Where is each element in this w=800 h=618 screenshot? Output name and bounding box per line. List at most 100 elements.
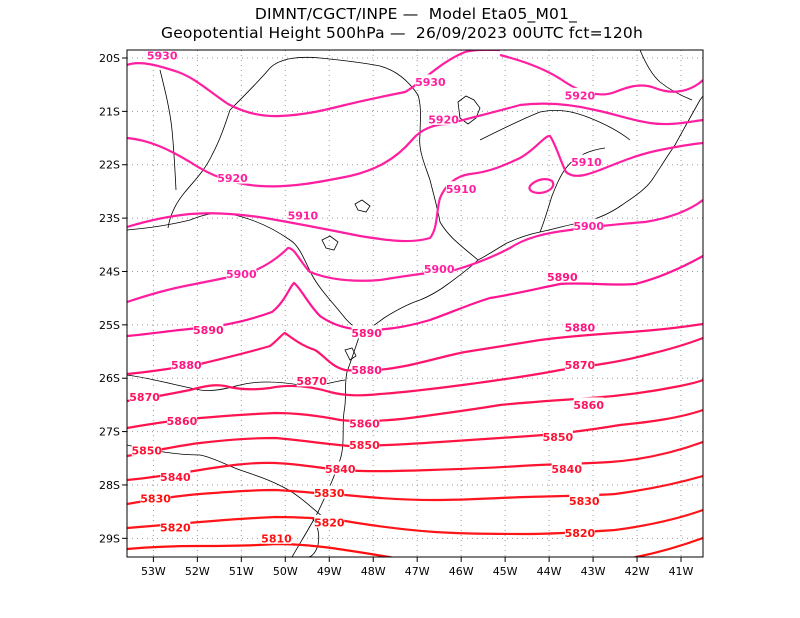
contour-label: 5850 xyxy=(131,444,162,457)
contour-label: 5900 xyxy=(424,263,455,276)
lat-tick-label: 29S xyxy=(99,532,120,545)
contour-label-bg xyxy=(287,207,318,221)
contour-5830 xyxy=(127,474,703,506)
lat-axis: 20S 21S 22S 23S 24S 25S 26S 27S 28S 29S xyxy=(99,52,127,545)
contour-label-bg xyxy=(171,357,202,371)
contour-5860 xyxy=(127,378,703,430)
contour-label: 5810 xyxy=(261,532,292,545)
state-border-1 xyxy=(127,212,363,333)
lon-tick-label: 41W xyxy=(669,565,694,578)
contour-label-bg xyxy=(564,357,595,371)
lon-tick-label: 47W xyxy=(405,565,430,578)
lon-tick-label: 44W xyxy=(537,565,562,578)
contour-label: 5820 xyxy=(314,516,345,529)
contour-5910 xyxy=(127,134,703,243)
contour-label-bg xyxy=(542,429,573,443)
contour-label-bg xyxy=(325,461,356,475)
plot-frame xyxy=(126,49,704,558)
contour-label: 5830 xyxy=(569,495,600,508)
contour-label: 5880 xyxy=(171,359,202,372)
contour-label-bg xyxy=(573,397,604,411)
state-border-10 xyxy=(159,69,177,191)
contour-label: 5920 xyxy=(217,172,248,185)
lake-3 xyxy=(321,235,339,251)
contour-label: 5880 xyxy=(351,364,382,377)
lat-tick-label: 26S xyxy=(99,372,120,385)
contour-label: 5870 xyxy=(565,359,596,372)
contour-label-bg xyxy=(551,461,582,475)
contour-label: 5840 xyxy=(551,463,582,476)
contour-label-bg xyxy=(193,322,224,336)
contour-label: 5880 xyxy=(565,322,596,335)
contour-label: 5870 xyxy=(296,375,327,388)
contour-label: 5830 xyxy=(140,492,171,505)
contour-label: 5930 xyxy=(147,49,178,62)
contour-5920-east xyxy=(447,102,703,126)
contour-label-bg xyxy=(351,325,382,339)
lat-tick-label: 22S xyxy=(99,159,120,172)
contour-labels: 5930 5930 5920 5920 5910 5910 5920 5910 5900 5900… xyxy=(129,47,604,545)
lat-tick-label: 20S xyxy=(99,52,120,65)
contour-label: 5830 xyxy=(314,487,345,500)
state-border-6 xyxy=(419,134,479,261)
contour-label-bg xyxy=(446,181,477,195)
contour-label: 5860 xyxy=(573,399,604,412)
contour-5920 xyxy=(127,122,449,188)
contour-label-bg xyxy=(573,218,604,232)
contour-label-bg xyxy=(147,47,178,61)
state-border-4 xyxy=(167,109,231,229)
contour-5910-loop xyxy=(528,178,555,195)
state-border-5 xyxy=(229,56,421,136)
contour-label-bg xyxy=(351,362,382,376)
state-border-7 xyxy=(479,110,631,141)
contour-label-bg xyxy=(131,442,162,456)
contour-label-bg xyxy=(424,261,455,275)
lon-tick-label: 46W xyxy=(449,565,474,578)
contour-5810 xyxy=(127,542,396,557)
contour-label-bg xyxy=(140,490,171,504)
contour-5880 xyxy=(127,322,703,376)
lon-tick-label: 52W xyxy=(185,565,210,578)
contour-label-bg xyxy=(349,437,380,451)
lon-tick-label: 48W xyxy=(361,565,386,578)
lat-tick-label: 25S xyxy=(99,319,120,332)
contour-label: 5850 xyxy=(349,439,380,452)
contour-5930 xyxy=(127,50,500,118)
contour-label-bg xyxy=(160,469,191,483)
contour-label-bg xyxy=(217,170,248,184)
lat-tick-label: 24S xyxy=(99,265,120,278)
contour-label-bg xyxy=(314,514,345,528)
contour-label: 5910 xyxy=(446,183,477,196)
lon-tick-label: 51W xyxy=(229,565,254,578)
contour-label-bg xyxy=(129,389,160,403)
contour-label: 5890 xyxy=(547,271,578,284)
contour-label: 5850 xyxy=(543,431,574,444)
contour-label-bg xyxy=(547,269,578,283)
contour-label: 5860 xyxy=(167,415,198,428)
lon-tick-label: 49W xyxy=(317,565,342,578)
state-border-3 xyxy=(127,444,323,517)
contour-label: 5860 xyxy=(349,418,380,431)
contour-label: 5890 xyxy=(193,324,224,337)
contour-label-bg xyxy=(296,373,327,387)
contour-5840 xyxy=(127,440,703,482)
contour-label-bg xyxy=(569,493,600,507)
contour-label: 5840 xyxy=(160,471,191,484)
contour-label: 5900 xyxy=(226,268,257,281)
lon-tick-label: 42W xyxy=(625,565,650,578)
contour-label-bg xyxy=(160,520,191,534)
lat-tick-label: 23S xyxy=(99,212,120,225)
contour-label: 5930 xyxy=(415,76,446,89)
contour-label-bg xyxy=(314,485,345,499)
lat-tick-label: 21S xyxy=(99,105,120,118)
contour-label-bg xyxy=(261,530,292,544)
contour-label-bg xyxy=(564,525,595,539)
contour-label: 5910 xyxy=(571,156,602,169)
lon-tick-label: 45W xyxy=(493,565,518,578)
contour-5870 xyxy=(127,336,703,403)
contour-label: 5920 xyxy=(565,89,596,102)
contour-5850 xyxy=(127,408,703,458)
contour-label: 5900 xyxy=(573,220,604,233)
lon-tick-label: 43W xyxy=(581,565,606,578)
